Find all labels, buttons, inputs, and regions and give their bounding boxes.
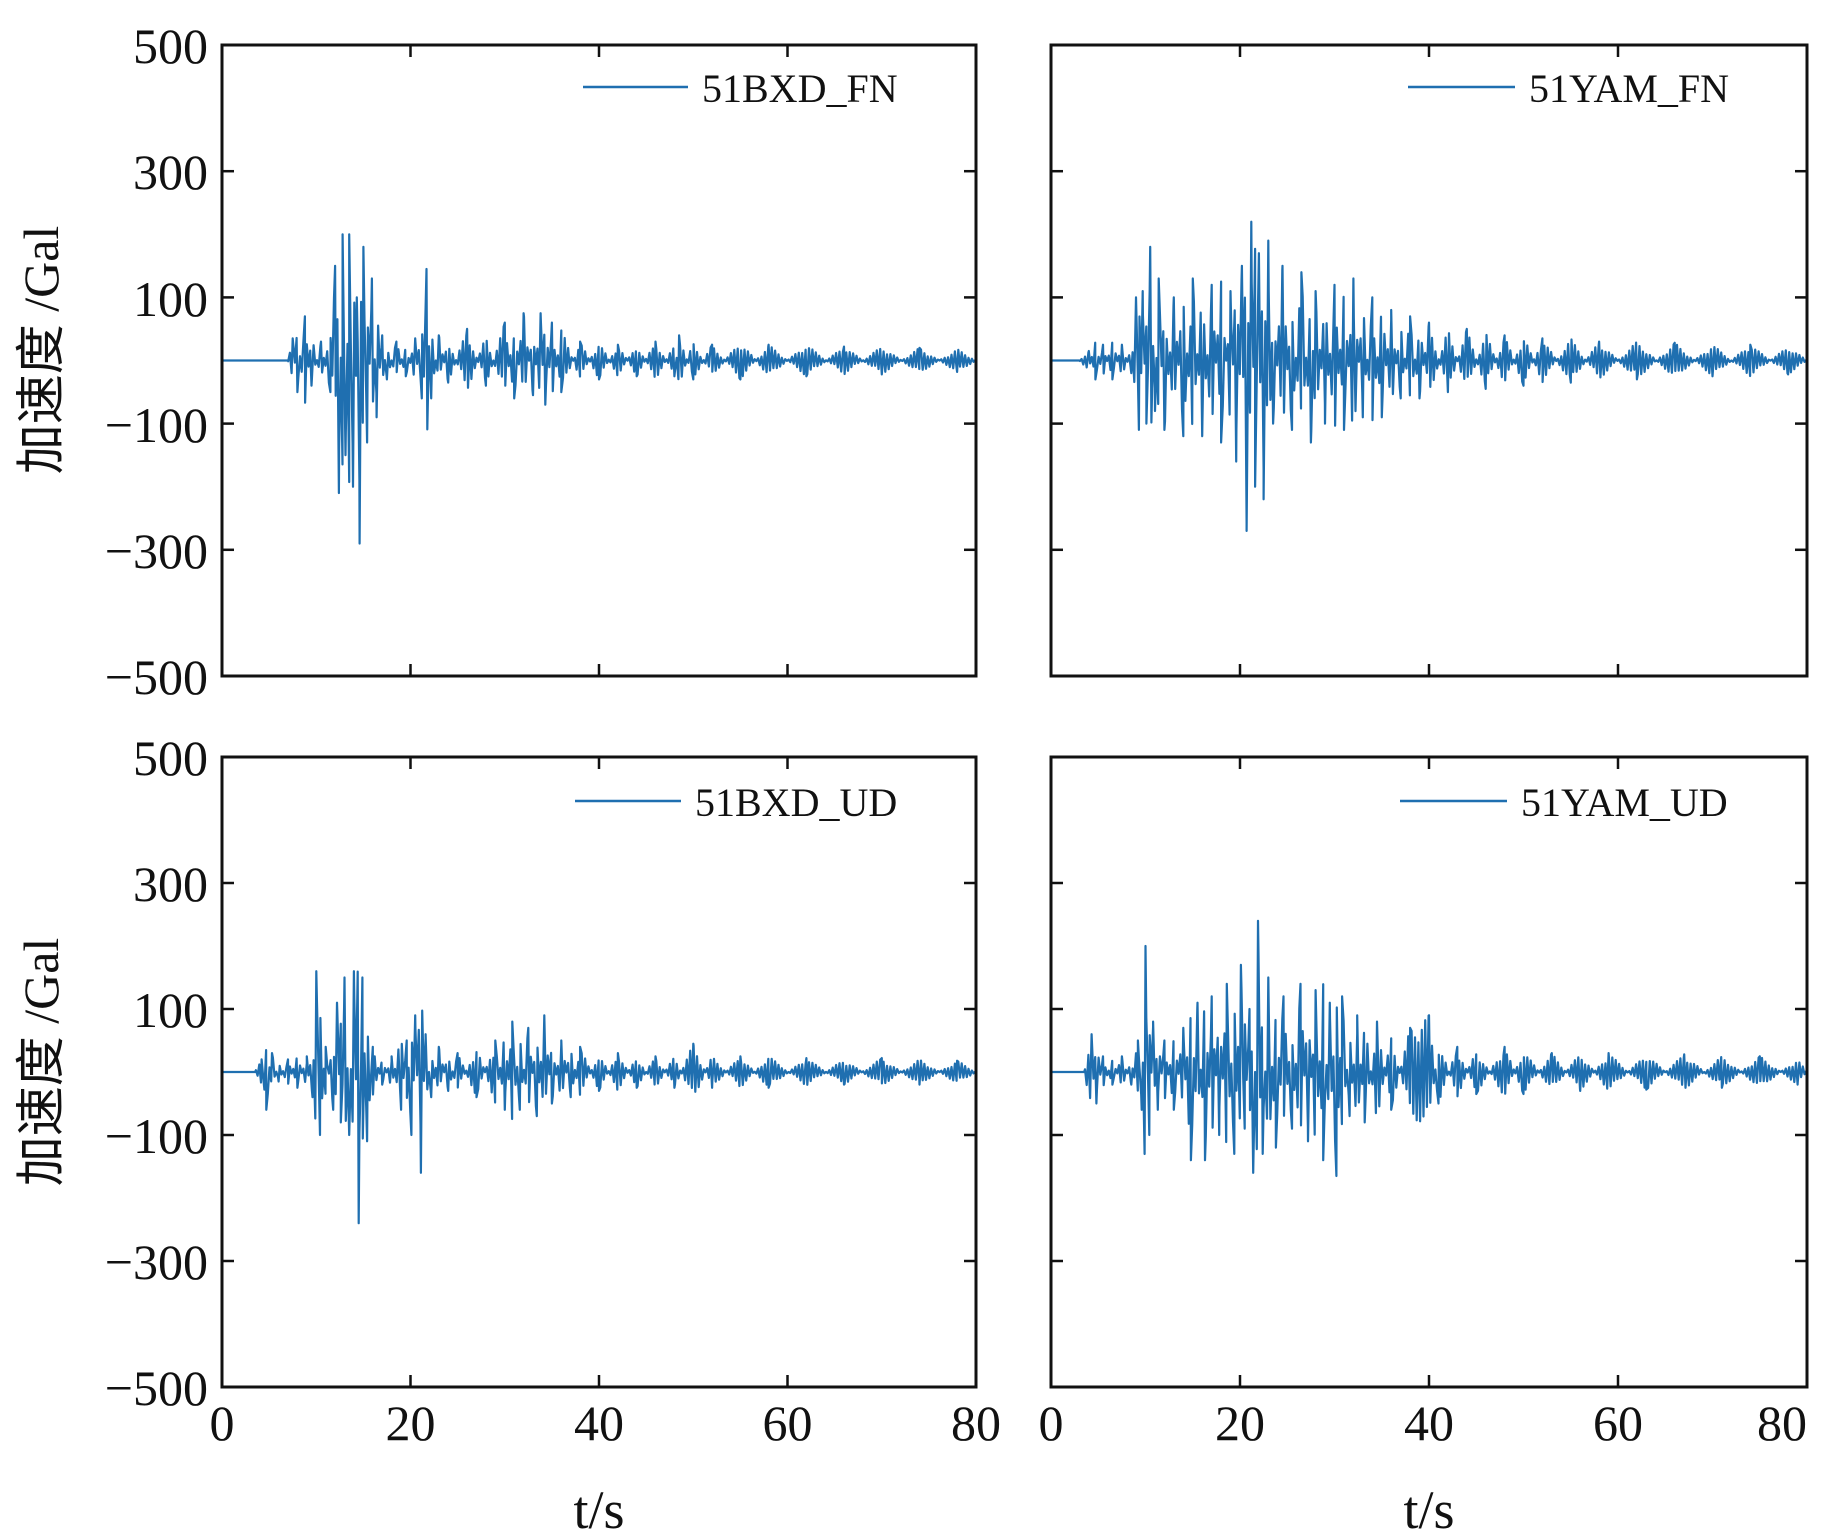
x-tick-label: 20 bbox=[1215, 1395, 1265, 1451]
x-tick-label: 0 bbox=[1039, 1395, 1064, 1451]
x-ticks bbox=[220, 45, 978, 676]
x-tick-labels: 0 20 40 60 80 bbox=[210, 1395, 1002, 1451]
panel-top-left: 500 300 100 −100 −300 −500 加速度 /Gal 51BX… bbox=[13, 18, 978, 705]
legend: 51YAM_FN bbox=[1408, 66, 1729, 111]
series-line-51YAM_UD bbox=[1051, 919, 1808, 1178]
y-ticks bbox=[222, 755, 976, 1389]
y-tick-label: −300 bbox=[105, 1234, 208, 1290]
x-tick-label: 60 bbox=[763, 1395, 813, 1451]
series-line-51BXD_UD bbox=[222, 970, 977, 1225]
legend-label: 51BXD_UD bbox=[695, 780, 897, 825]
y-tick-label: −100 bbox=[105, 1108, 208, 1164]
x-tick-label: 40 bbox=[574, 1395, 624, 1451]
panel-bottom-left: 500 300 100 −100 −300 −500 0 20 40 60 80… bbox=[13, 730, 1001, 1535]
legend: 51YAM_UD bbox=[1400, 780, 1728, 825]
y-tick-label: −300 bbox=[105, 523, 208, 579]
series-line-51YAM_FN bbox=[1051, 220, 1808, 533]
x-tick-label: 0 bbox=[210, 1395, 235, 1451]
x-tick-label: 60 bbox=[1593, 1395, 1643, 1451]
x-tick-label: 20 bbox=[386, 1395, 436, 1451]
y-tick-label: −500 bbox=[105, 1360, 208, 1416]
y-tick-label: 100 bbox=[133, 982, 208, 1038]
legend-label: 51BXD_FN bbox=[702, 66, 898, 111]
x-ticks bbox=[1049, 45, 1809, 676]
x-ticks bbox=[220, 757, 978, 1387]
x-tick-labels: 0 20 40 60 80 bbox=[1039, 1395, 1808, 1451]
y-axis-label: 加速度 /Gal bbox=[13, 938, 69, 1187]
x-tick-label: 80 bbox=[951, 1395, 1001, 1451]
y-tick-label: 300 bbox=[133, 856, 208, 912]
y-ticks bbox=[222, 43, 976, 678]
series-line-51BXD_FN bbox=[222, 233, 977, 545]
y-tick-label: 500 bbox=[133, 18, 208, 74]
legend: 51BXD_UD bbox=[575, 780, 897, 825]
legend-label: 51YAM_UD bbox=[1521, 780, 1728, 825]
legend-label: 51YAM_FN bbox=[1529, 66, 1729, 111]
y-ticks bbox=[1051, 43, 1807, 678]
y-tick-labels: 500 300 100 −100 −300 −500 bbox=[105, 730, 208, 1416]
x-tick-label: 40 bbox=[1404, 1395, 1454, 1451]
y-ticks bbox=[1051, 755, 1807, 1389]
x-axis-label: t/s bbox=[1403, 1480, 1454, 1535]
y-tick-label: 100 bbox=[133, 271, 208, 327]
y-tick-label: −500 bbox=[105, 649, 208, 705]
panel-top-right: 51YAM_FN bbox=[1049, 43, 1809, 678]
panel-bottom-right: 0 20 40 60 80 t/s 51YAM_UD bbox=[1039, 755, 1809, 1535]
x-axis-label: t/s bbox=[573, 1480, 624, 1535]
y-tick-label: −100 bbox=[105, 397, 208, 453]
y-axis-label: 加速度 /Gal bbox=[13, 226, 69, 475]
y-tick-labels: 500 300 100 −100 −300 −500 bbox=[105, 18, 208, 705]
y-tick-label: 300 bbox=[133, 144, 208, 200]
legend: 51BXD_FN bbox=[583, 66, 898, 111]
y-tick-label: 500 bbox=[133, 730, 208, 786]
x-ticks bbox=[1049, 757, 1809, 1387]
x-tick-label: 80 bbox=[1757, 1395, 1807, 1451]
